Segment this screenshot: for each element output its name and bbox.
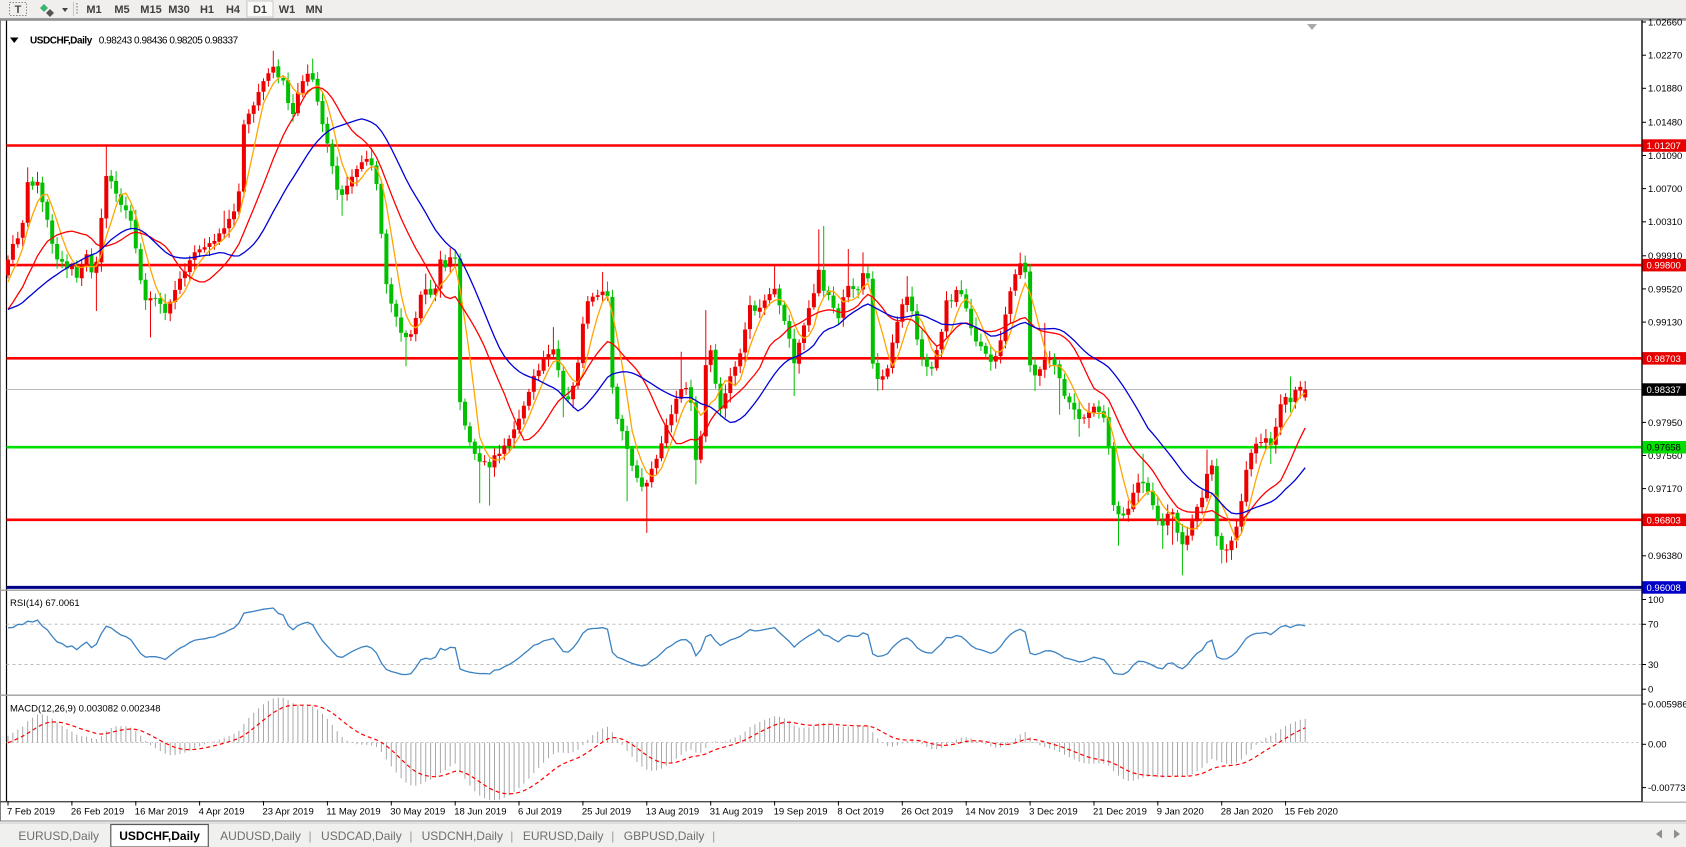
svg-text:M30: M30 xyxy=(168,4,189,16)
svg-text:70: 70 xyxy=(1648,620,1659,631)
svg-text:0.97560: 0.97560 xyxy=(1648,451,1682,462)
svg-text:H1: H1 xyxy=(200,4,214,16)
svg-text:18 Jun 2019: 18 Jun 2019 xyxy=(454,807,506,818)
svg-text:W1: W1 xyxy=(279,4,296,16)
svg-text:0.98703: 0.98703 xyxy=(1647,354,1681,365)
svg-text:1.00700: 1.00700 xyxy=(1648,184,1682,195)
svg-text:100: 100 xyxy=(1648,595,1664,606)
svg-text:|: | xyxy=(712,829,715,843)
svg-text:30 May 2019: 30 May 2019 xyxy=(390,807,445,818)
svg-text:1.02660: 1.02660 xyxy=(1648,17,1682,28)
svg-text:14 Nov 2019: 14 Nov 2019 xyxy=(965,807,1019,818)
svg-text:26 Feb 2019: 26 Feb 2019 xyxy=(71,807,124,818)
svg-text:MACD(12,26,9) 0.003082 0.00234: MACD(12,26,9) 0.003082 0.002348 xyxy=(10,704,161,715)
svg-text:|: | xyxy=(611,829,614,843)
svg-text:1.01207: 1.01207 xyxy=(1647,141,1681,152)
svg-text:1.01480: 1.01480 xyxy=(1648,118,1682,129)
svg-text:16 Mar 2019: 16 Mar 2019 xyxy=(135,807,188,818)
svg-text:1.00310: 1.00310 xyxy=(1648,217,1682,228)
svg-text:|: | xyxy=(409,829,412,843)
svg-text:21 Dec 2019: 21 Dec 2019 xyxy=(1093,807,1147,818)
svg-text:0.00: 0.00 xyxy=(1648,740,1667,751)
svg-text:|: | xyxy=(510,829,513,843)
svg-text:28 Jan 2020: 28 Jan 2020 xyxy=(1221,807,1273,818)
svg-text:M1: M1 xyxy=(86,4,101,16)
svg-text:9 Jan 2020: 9 Jan 2020 xyxy=(1157,807,1204,818)
svg-text:7 Feb 2019: 7 Feb 2019 xyxy=(7,807,55,818)
svg-text:USDCAD,Daily: USDCAD,Daily xyxy=(321,829,402,843)
svg-text:15 Feb 2020: 15 Feb 2020 xyxy=(1285,807,1338,818)
svg-text:26 Oct 2019: 26 Oct 2019 xyxy=(901,807,953,818)
svg-text:8 Oct 2019: 8 Oct 2019 xyxy=(837,807,883,818)
svg-text:31 Aug 2019: 31 Aug 2019 xyxy=(710,807,763,818)
svg-text:MN: MN xyxy=(305,4,322,16)
svg-text:GBPUSD,Daily: GBPUSD,Daily xyxy=(624,829,705,843)
svg-text:0.99130: 0.99130 xyxy=(1648,318,1682,329)
svg-text:19 Sep 2019: 19 Sep 2019 xyxy=(774,807,828,818)
svg-text:3 Dec 2019: 3 Dec 2019 xyxy=(1029,807,1078,818)
svg-text:|: | xyxy=(309,829,312,843)
svg-text:USDCNH,Daily: USDCNH,Daily xyxy=(422,829,503,843)
svg-text:T: T xyxy=(15,4,22,16)
svg-text:1.01880: 1.01880 xyxy=(1648,84,1682,95)
svg-text:0.96380: 0.96380 xyxy=(1648,551,1682,562)
svg-text:0.96008: 0.96008 xyxy=(1647,583,1681,594)
svg-text:0: 0 xyxy=(1648,685,1653,696)
svg-text:0.99910: 0.99910 xyxy=(1648,251,1682,262)
svg-text:4 Apr 2019: 4 Apr 2019 xyxy=(199,807,245,818)
svg-text:1.02270: 1.02270 xyxy=(1648,51,1682,62)
svg-text:USDCHF,Daily 0.98243 0.98436: USDCHF,Daily 0.98243 0.98436 0.98205 0.9… xyxy=(30,36,239,47)
svg-text:30: 30 xyxy=(1648,660,1659,671)
svg-text:0.97950: 0.97950 xyxy=(1648,418,1682,429)
svg-text:25 Jul 2019: 25 Jul 2019 xyxy=(582,807,631,818)
svg-text:23 Apr 2019: 23 Apr 2019 xyxy=(263,807,314,818)
svg-text:M15: M15 xyxy=(140,4,161,16)
svg-text:EURUSD,Daily: EURUSD,Daily xyxy=(523,829,604,843)
svg-text:0.005986: 0.005986 xyxy=(1648,699,1686,710)
svg-text:M5: M5 xyxy=(114,4,129,16)
svg-text:0.98337: 0.98337 xyxy=(1647,385,1681,396)
svg-text:1.01090: 1.01090 xyxy=(1648,151,1682,162)
svg-text:0.97170: 0.97170 xyxy=(1648,484,1682,495)
svg-text:13 Aug 2019: 13 Aug 2019 xyxy=(646,807,699,818)
svg-text:11 May 2019: 11 May 2019 xyxy=(326,807,380,818)
svg-text:USDCHF,Daily: USDCHF,Daily xyxy=(119,829,200,843)
svg-text:0.99800: 0.99800 xyxy=(1647,261,1681,272)
svg-text:0.96803: 0.96803 xyxy=(1647,515,1681,526)
svg-text:6 Jul 2019: 6 Jul 2019 xyxy=(518,807,562,818)
svg-text:H4: H4 xyxy=(226,4,241,16)
svg-text:0.97658: 0.97658 xyxy=(1647,443,1681,454)
svg-text:D1: D1 xyxy=(253,4,267,16)
svg-text:AUDUSD,Daily: AUDUSD,Daily xyxy=(220,829,301,843)
svg-text:RSI(14) 67.0061: RSI(14) 67.0061 xyxy=(10,598,80,609)
svg-text:0.99520: 0.99520 xyxy=(1648,284,1682,295)
svg-text:EURUSD,Daily: EURUSD,Daily xyxy=(18,829,99,843)
